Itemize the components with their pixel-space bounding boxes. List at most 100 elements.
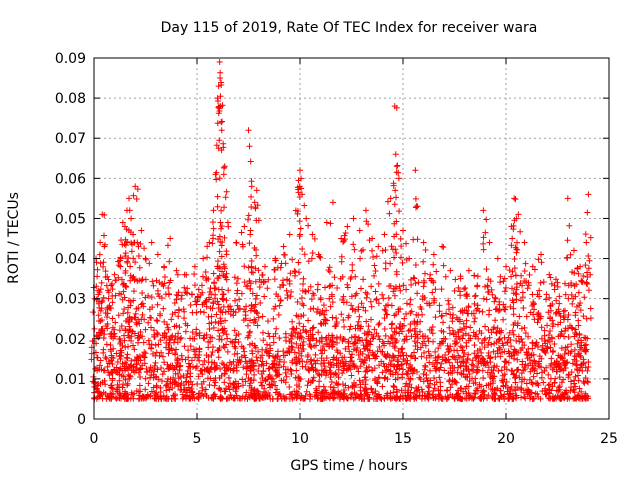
data-point bbox=[484, 289, 491, 296]
data-point bbox=[165, 285, 172, 292]
data-point bbox=[200, 334, 207, 341]
data-point bbox=[157, 388, 164, 395]
data-point bbox=[511, 195, 518, 202]
data-point bbox=[578, 337, 585, 344]
data-point bbox=[247, 367, 254, 374]
data-point bbox=[148, 388, 155, 395]
data-point bbox=[108, 282, 115, 289]
data-point bbox=[242, 354, 249, 361]
data-point bbox=[308, 255, 315, 262]
data-point bbox=[432, 286, 439, 293]
data-point bbox=[500, 393, 507, 400]
data-point bbox=[299, 300, 306, 307]
data-point bbox=[183, 271, 190, 278]
data-point bbox=[317, 254, 324, 261]
data-point bbox=[145, 337, 152, 344]
data-point bbox=[356, 325, 363, 332]
data-point bbox=[294, 208, 301, 215]
data-point bbox=[585, 379, 592, 386]
data-point bbox=[524, 386, 531, 393]
data-point bbox=[248, 376, 255, 383]
data-point bbox=[369, 349, 376, 356]
y-tick-label: 0.09 bbox=[55, 51, 86, 67]
data-point bbox=[248, 257, 255, 264]
data-point bbox=[500, 342, 507, 349]
data-point bbox=[305, 365, 312, 372]
data-point bbox=[480, 246, 487, 253]
data-point bbox=[414, 368, 421, 375]
data-point bbox=[351, 340, 358, 347]
data-point bbox=[503, 263, 509, 270]
data-point bbox=[223, 395, 230, 402]
data-point bbox=[291, 356, 298, 363]
data-point bbox=[116, 335, 123, 342]
data-point bbox=[265, 330, 272, 337]
data-point bbox=[282, 369, 289, 376]
data-point bbox=[438, 286, 445, 293]
data-point bbox=[180, 306, 187, 313]
data-point bbox=[292, 329, 299, 336]
data-point bbox=[570, 247, 577, 254]
data-point bbox=[384, 198, 391, 205]
data-point bbox=[216, 374, 223, 381]
data-point bbox=[391, 292, 398, 299]
data-point bbox=[173, 296, 180, 303]
data-point bbox=[482, 335, 489, 342]
data-point bbox=[114, 359, 121, 366]
data-point bbox=[565, 312, 572, 319]
data-point bbox=[154, 251, 161, 258]
data-point bbox=[300, 302, 307, 309]
data-point bbox=[524, 355, 531, 362]
data-point bbox=[356, 377, 363, 384]
data-point bbox=[389, 331, 396, 338]
data-point bbox=[203, 366, 210, 373]
data-point bbox=[391, 343, 398, 350]
data-point bbox=[169, 332, 176, 339]
data-point bbox=[497, 273, 504, 280]
data-point bbox=[400, 352, 407, 359]
data-point bbox=[382, 247, 389, 254]
data-point bbox=[207, 305, 214, 312]
data-point bbox=[458, 385, 465, 392]
data-point bbox=[96, 393, 103, 400]
data-point bbox=[199, 371, 206, 378]
data-point bbox=[440, 335, 447, 342]
data-point bbox=[225, 287, 232, 294]
data-point bbox=[115, 258, 122, 265]
data-point bbox=[176, 366, 183, 373]
y-tick-label: 0.01 bbox=[55, 372, 86, 388]
data-point bbox=[435, 391, 442, 398]
data-point bbox=[157, 337, 164, 344]
data-point bbox=[329, 314, 336, 321]
data-point bbox=[252, 278, 259, 285]
data-point bbox=[121, 388, 128, 395]
data-point bbox=[170, 339, 177, 346]
data-point bbox=[119, 219, 126, 226]
data-point bbox=[172, 370, 179, 377]
data-point bbox=[292, 374, 299, 381]
data-point bbox=[275, 311, 282, 318]
data-point bbox=[352, 381, 359, 388]
data-point bbox=[159, 371, 166, 378]
data-point bbox=[203, 297, 210, 304]
data-point bbox=[299, 358, 306, 365]
data-point bbox=[317, 296, 324, 303]
data-point bbox=[214, 120, 221, 127]
data-point bbox=[372, 288, 379, 295]
data-point bbox=[248, 384, 255, 391]
data-point bbox=[530, 299, 537, 306]
data-point bbox=[388, 321, 395, 328]
data-point bbox=[511, 217, 518, 224]
data-point bbox=[412, 331, 419, 338]
data-point bbox=[581, 394, 588, 401]
data-point bbox=[248, 391, 255, 398]
data-point bbox=[107, 348, 114, 355]
data-point bbox=[451, 287, 458, 294]
data-point bbox=[412, 354, 419, 361]
data-point bbox=[587, 271, 594, 278]
data-point bbox=[184, 370, 191, 377]
data-point bbox=[398, 362, 405, 369]
data-point bbox=[292, 360, 299, 367]
data-point bbox=[351, 246, 358, 253]
data-point bbox=[202, 298, 209, 305]
